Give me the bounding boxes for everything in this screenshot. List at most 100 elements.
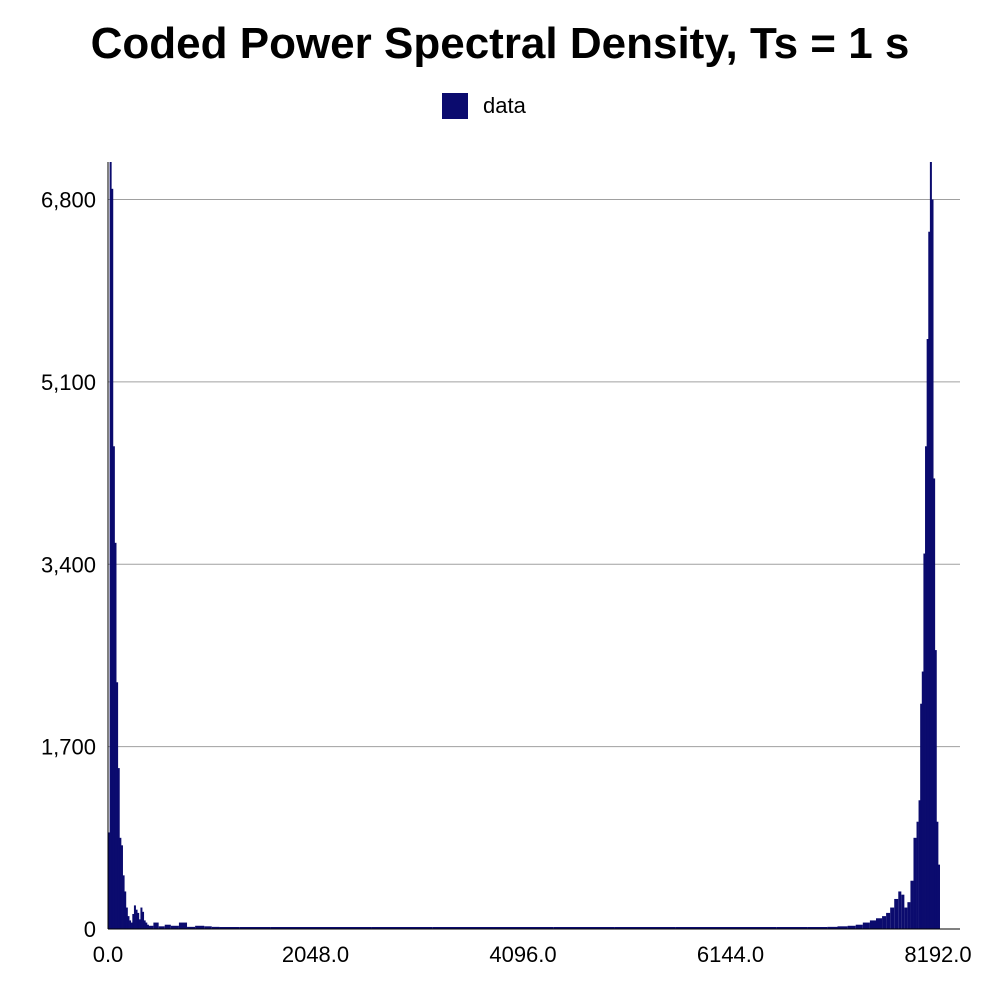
bar: [837, 926, 848, 929]
bar: [614, 927, 676, 929]
bar: [493, 927, 523, 929]
bar: [138, 919, 141, 929]
data-series: [108, 162, 940, 929]
bar: [910, 880, 914, 929]
bar: [127, 916, 130, 929]
bar: [926, 339, 929, 929]
bar: [164, 924, 171, 929]
bar: [130, 922, 133, 929]
legend: data: [442, 93, 527, 119]
bar: [219, 927, 240, 929]
bar: [133, 905, 136, 929]
bar: [135, 909, 138, 929]
bar: [270, 927, 316, 929]
bar: [122, 875, 125, 929]
y-tick-label: 6,800: [41, 188, 96, 213]
bar: [894, 898, 899, 929]
bar: [129, 920, 132, 929]
bar: [925, 446, 928, 929]
bar: [898, 891, 902, 929]
bar: [933, 478, 936, 929]
bar: [929, 162, 932, 929]
bar: [112, 446, 115, 929]
bar: [882, 916, 887, 929]
bar: [904, 907, 908, 929]
bar: [146, 924, 149, 929]
bar: [862, 922, 870, 929]
bar: [116, 682, 119, 929]
bar: [675, 927, 731, 929]
bar: [195, 925, 205, 929]
bar: [142, 911, 145, 929]
bar: [936, 821, 939, 929]
bar: [204, 926, 212, 929]
bar: [187, 926, 196, 929]
y-tick-label: 3,400: [41, 552, 96, 577]
bar: [124, 891, 127, 929]
bar: [145, 922, 148, 929]
bar: [923, 553, 926, 929]
bar: [928, 231, 931, 929]
x-tick-label: 6144.0: [697, 942, 764, 967]
bar: [137, 912, 140, 929]
x-tick-label: 2048.0: [282, 942, 349, 967]
bar: [158, 926, 165, 929]
axes: [107, 162, 960, 930]
bar: [523, 927, 554, 929]
bar: [315, 927, 372, 929]
bar: [918, 800, 921, 929]
y-tick-label: 5,100: [41, 370, 96, 395]
legend-label: data: [483, 93, 527, 118]
bar: [153, 922, 159, 929]
bar: [901, 894, 905, 929]
bar: [132, 913, 135, 929]
bar: [108, 832, 110, 929]
bar: [920, 703, 923, 929]
x-tick-label: 4096.0: [489, 942, 556, 967]
grid-lines: [108, 199, 960, 748]
bar: [371, 927, 433, 929]
bar: [730, 927, 777, 929]
chart-title: Coded Power Spectral Density, Ts = 1 s: [91, 19, 910, 68]
bar: [827, 926, 838, 929]
bar: [148, 925, 154, 929]
bar: [143, 920, 146, 929]
bar: [913, 837, 917, 929]
x-tick-labels: 0.0 2048.0 4096.0 6144.0 8192.0: [93, 942, 972, 967]
bar: [938, 864, 940, 929]
bar: [119, 837, 122, 929]
bar: [886, 912, 891, 929]
x-tick-label: 8192.0: [904, 942, 971, 967]
bar: [117, 768, 120, 929]
y-tick-label: 1,700: [41, 735, 96, 760]
bar: [847, 925, 856, 929]
bar: [239, 927, 271, 929]
bar: [934, 650, 937, 929]
bar: [907, 902, 911, 929]
x-tick-label: 0.0: [93, 942, 124, 967]
bar: [170, 925, 179, 929]
bar: [553, 927, 615, 929]
bar: [114, 542, 117, 929]
bar: [921, 671, 924, 929]
bar: [890, 907, 895, 929]
bar: [875, 918, 883, 929]
bar: [140, 907, 143, 929]
bar: [855, 924, 863, 929]
bar: [109, 162, 112, 929]
bar: [125, 907, 128, 929]
y-tick-label: 0: [84, 917, 96, 942]
bar: [111, 188, 114, 929]
bar: [432, 927, 494, 929]
bar: [807, 927, 828, 929]
bar: [869, 920, 876, 929]
legend-swatch: [442, 93, 468, 119]
bar: [931, 199, 934, 929]
bar: [178, 922, 188, 929]
y-tick-labels: 0 1,700 3,400 5,100 6,800: [41, 188, 96, 942]
bar: [120, 845, 123, 929]
bar: [916, 821, 919, 929]
bar: [211, 926, 220, 929]
bar: [776, 927, 808, 929]
